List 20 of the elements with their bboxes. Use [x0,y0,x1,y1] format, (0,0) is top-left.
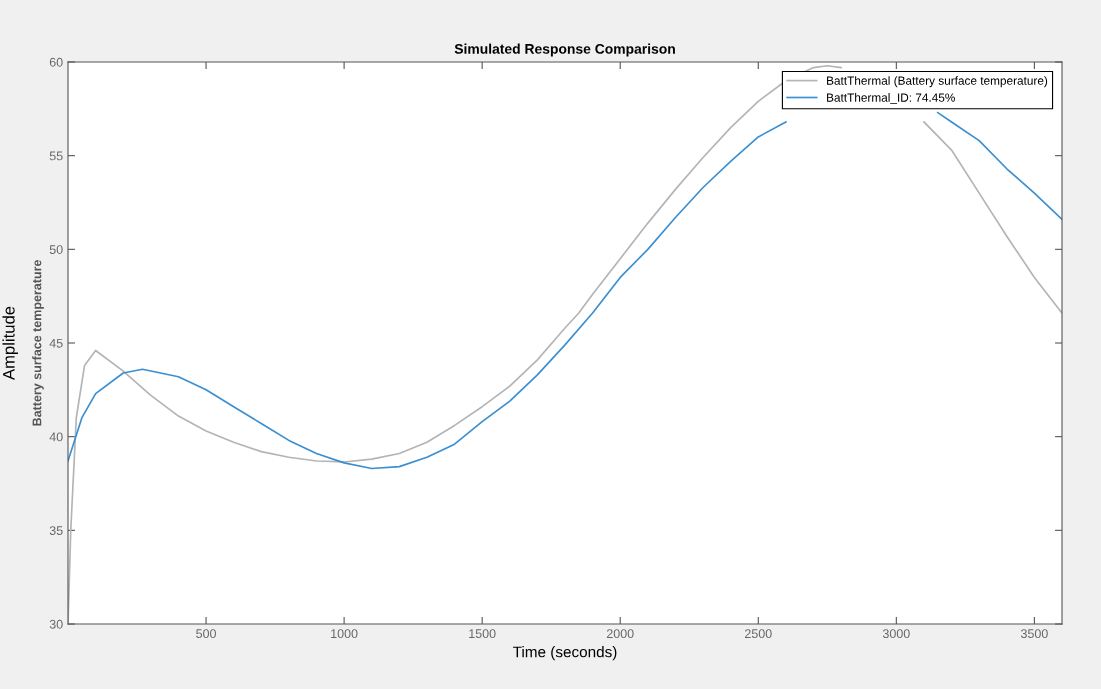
y-tick-label: 60 [49,57,63,67]
y-tick-label: 40 [49,432,63,442]
legend-label: BattThermal_ID: 74.45% [827,93,955,104]
x-tick-label: 1500 [469,629,496,639]
x-tick-label: 3500 [1020,629,1048,639]
x-axis-title: Time (seconds) [513,646,617,661]
x-tick-label: 500 [196,629,216,639]
text: Battery surface temperature [32,260,44,426]
x-tick-label: 1000 [331,629,358,639]
x-tick-label: 2000 [606,629,634,639]
x-tick-label: 2500 [745,629,772,639]
y-axis-title: Amplitude [2,306,18,381]
x-tick-label: 3000 [882,629,910,639]
y-tick-label: 50 [49,245,63,254]
y-tick-label: 45 [49,338,63,348]
legend-label: BattThermal (Battery surface temperature) [827,76,1048,88]
y-tick-label: 30 [49,619,63,629]
y-tick-label: 35 [49,526,63,535]
y-tick-label: 55 [49,151,63,161]
chart-title: Simulated Response Comparison [454,43,675,57]
